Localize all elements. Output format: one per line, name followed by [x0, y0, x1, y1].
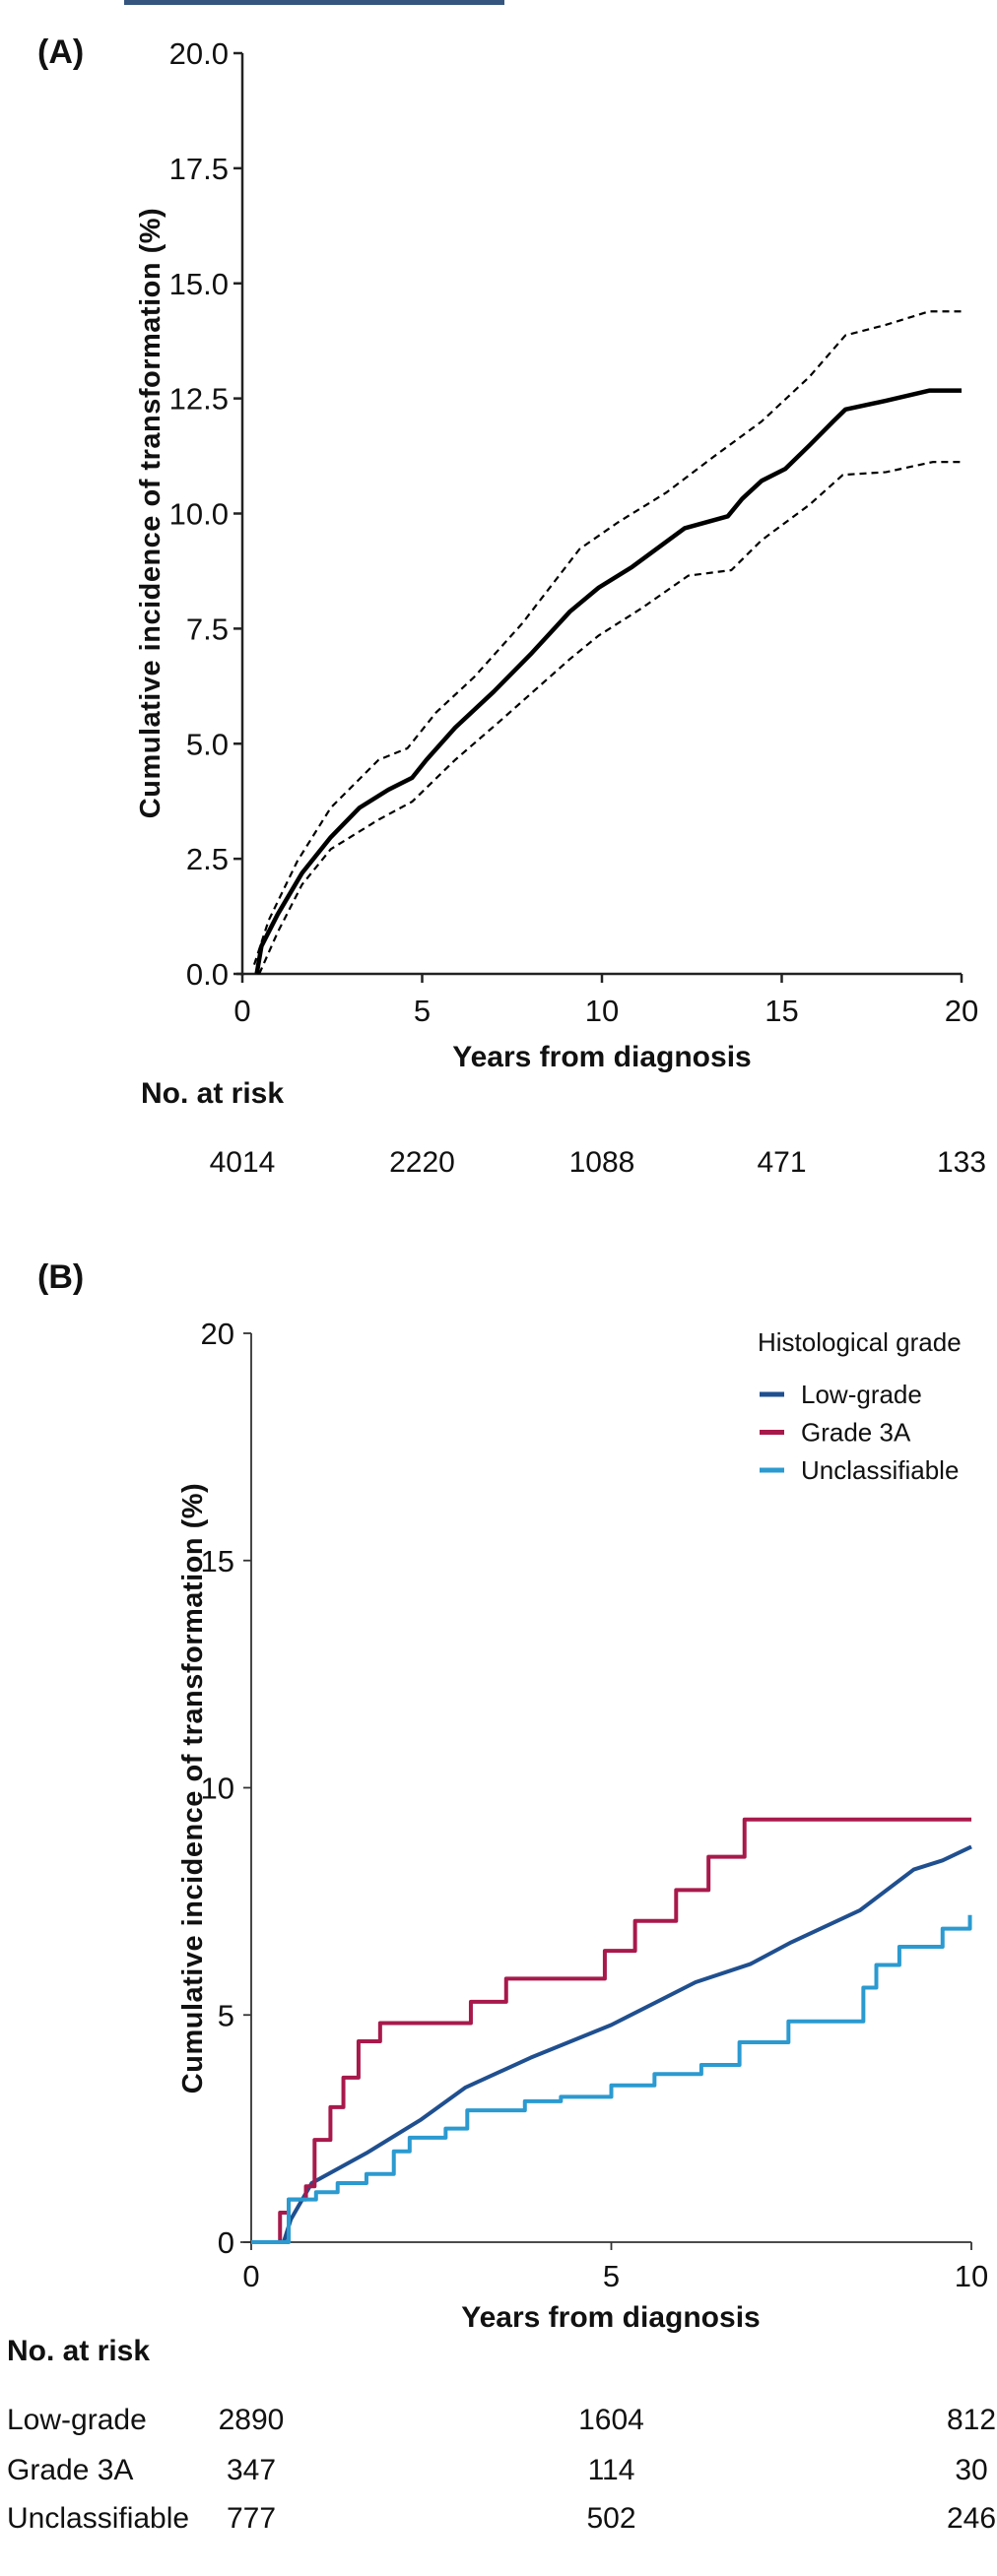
risk-value: 2220: [389, 1146, 455, 1179]
chart-a: 0.0 2.5 5.0 7.5 10.0 12.5 15.0 17.5 20.0 0 5 10 15 20: [169, 36, 979, 1028]
header-bar: [124, 0, 504, 5]
x-tick-label: 10: [955, 2259, 988, 2293]
x-axis-title-b: Years from diagnosis: [461, 2301, 760, 2334]
y-tick-label: 0: [218, 2225, 234, 2260]
risk-value: 114: [588, 2454, 635, 2486]
x-axis-title-a: Years from diagnosis: [452, 1041, 751, 1073]
risk-table-a: 4014 2220 1088 471 133: [210, 1146, 986, 1179]
y-axis-title-b: Cumulative incidence of transformation (…: [177, 1483, 209, 2093]
risk-row-label: Unclassifiable: [7, 2502, 189, 2535]
x-tick-label: 5: [414, 994, 431, 1028]
risk-row-label: Grade 3A: [7, 2454, 133, 2486]
y-axis-title-a: Cumulative incidence of transformation (…: [135, 208, 166, 818]
legend-item-label: Grade 3A: [801, 1418, 911, 1448]
panel-label-a: (A): [37, 33, 84, 71]
y-tick-label: 0.0: [186, 957, 229, 992]
y-tick-label: 12.5: [169, 382, 229, 417]
risk-value: 246: [947, 2502, 996, 2535]
y-tick-label: 5.0: [186, 727, 229, 761]
y-tick-label: 2.5: [186, 842, 229, 876]
x-tick-label: 20: [945, 994, 978, 1028]
risk-value: 1604: [578, 2404, 644, 2436]
series-line-grade-3a: [251, 1817, 971, 2244]
x-tick-label: 5: [603, 2259, 620, 2293]
cumulative-incidence-line: [254, 388, 962, 975]
risk-value: 133: [937, 1146, 986, 1179]
y-tick-label: 15.0: [169, 267, 229, 301]
y-tick-label: 10: [201, 1771, 234, 1806]
y-tick-label: 7.5: [186, 612, 229, 646]
risk-table-title-b: No. at risk: [7, 2335, 150, 2367]
x-tick-label: 15: [764, 994, 798, 1028]
y-tick-label: 20: [201, 1317, 234, 1351]
y-tick-label: 20.0: [169, 36, 229, 71]
risk-value: 347: [227, 2454, 276, 2486]
legend-item-label: Low-grade: [801, 1380, 922, 1409]
legend-item-label: Unclassifiable: [801, 1455, 959, 1485]
panel-label-b: (B): [37, 1258, 84, 1296]
risk-value: 502: [586, 2502, 635, 2535]
series-line-unclassifiable: [251, 1914, 972, 2244]
risk-value: 30: [955, 2454, 987, 2486]
risk-value: 2890: [219, 2404, 285, 2436]
risk-row-label: Low-grade: [7, 2404, 147, 2436]
legend: Histological grade Low-grade Grade 3A Uncl…: [758, 1327, 962, 1485]
risk-value: 777: [227, 2502, 276, 2535]
x-tick-label: 10: [585, 994, 619, 1028]
y-tick-label: 15: [201, 1544, 234, 1578]
x-tick-label: 0: [233, 994, 250, 1028]
legend-title: Histological grade: [758, 1327, 962, 1357]
upper-ci-line: [252, 310, 962, 965]
risk-table-title-a: No. at risk: [141, 1077, 284, 1110]
risk-value: 471: [757, 1146, 806, 1179]
x-tick-label: 0: [242, 2259, 259, 2293]
risk-value: 812: [947, 2404, 996, 2436]
chart-b: 0 5 10 15 20 0 5 10: [201, 1317, 989, 2293]
risk-value: 1088: [569, 1146, 635, 1179]
risk-table-b: Low-grade 2890 1604 812 Grade 3A 347 114 30 Uncl…: [7, 2404, 996, 2535]
y-tick-label: 5: [218, 1998, 234, 2032]
y-tick-label: 17.5: [169, 152, 229, 186]
risk-value: 4014: [210, 1146, 276, 1179]
y-tick-label: 10.0: [169, 497, 229, 532]
lower-ci-line: [258, 461, 962, 975]
